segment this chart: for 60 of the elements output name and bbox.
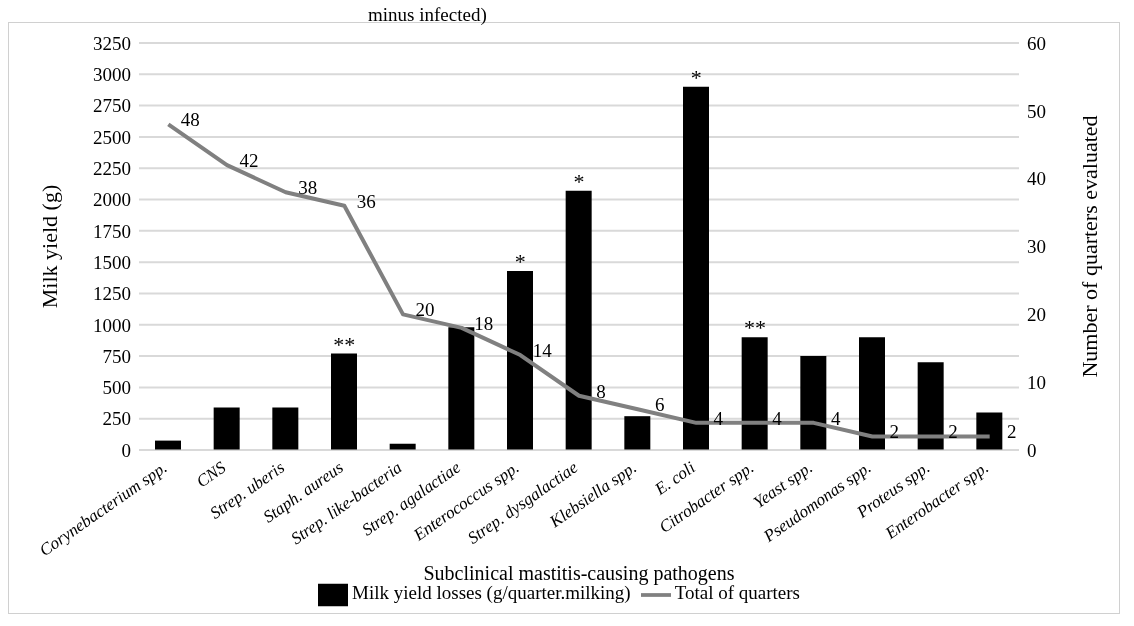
- y2-tick-label: 10: [1027, 371, 1046, 393]
- bar: [213, 407, 240, 450]
- y2-tick-label: 20: [1027, 304, 1046, 326]
- y-tick-label: 250: [102, 408, 131, 430]
- y2-tick-label: 60: [1027, 32, 1046, 54]
- data-label: 4: [713, 407, 724, 429]
- bar: [683, 86, 709, 450]
- data-label: 4: [772, 407, 783, 429]
- bar: [800, 356, 827, 450]
- data-label: 48: [180, 109, 200, 131]
- y2-axis-title: Number of quarters evaluated: [1076, 115, 1102, 378]
- x-axis-title: Subclinical mastitis-causing pathogens: [423, 562, 735, 585]
- y2-tick-label: 50: [1027, 100, 1046, 122]
- y-axis-title: Milk yield (g): [36, 184, 62, 309]
- annotation: *: [690, 64, 702, 90]
- data-label: 36: [356, 190, 376, 212]
- bar: [448, 327, 475, 450]
- data-label: 2: [1006, 421, 1017, 443]
- bar: [565, 190, 592, 450]
- data-label: 2: [948, 421, 958, 443]
- y-tick-label: 3000: [93, 64, 131, 86]
- bar: [741, 337, 768, 450]
- y2-tick-label: 0: [1027, 439, 1037, 461]
- data-label: 6: [654, 394, 665, 416]
- bar: [272, 407, 299, 450]
- y2-tick-label: 40: [1027, 168, 1046, 190]
- y-tick-label: 2750: [93, 95, 131, 117]
- y-tick-label: 750: [102, 345, 131, 367]
- y-tick-label: 2500: [93, 126, 131, 148]
- y-tick-label: 0: [121, 439, 131, 461]
- y-tick-label: 3250: [93, 32, 131, 54]
- data-label: 4: [830, 407, 841, 429]
- bar: [976, 412, 1003, 450]
- annotation: **: [744, 315, 766, 341]
- annotation: *: [514, 248, 526, 274]
- y-tick-label: 1750: [93, 220, 131, 242]
- data-label: 42: [239, 150, 259, 172]
- y2-tick-label: 30: [1027, 236, 1046, 258]
- bar: [917, 362, 944, 450]
- bar: [331, 353, 357, 450]
- data-label: 38: [298, 177, 318, 199]
- y-tick-label: 1250: [93, 283, 131, 305]
- y-tick-label: 1000: [93, 314, 131, 336]
- data-label: 2: [889, 421, 900, 443]
- bar: [507, 270, 533, 450]
- x-tick-label: CNS: [192, 457, 230, 492]
- data-label: 8: [596, 380, 606, 402]
- bar: [859, 337, 885, 450]
- y-tick-label: 500: [102, 377, 131, 399]
- y-tick-label: 2250: [93, 157, 131, 179]
- annotation: *: [573, 168, 585, 194]
- data-label: 18: [474, 312, 494, 334]
- data-label: 20: [415, 299, 435, 321]
- y-tick-label: 1500: [93, 251, 131, 273]
- annotation: **: [333, 331, 356, 357]
- data-label: 14: [532, 340, 553, 362]
- y-tick-label: 2000: [93, 189, 131, 211]
- legend-label: Milk yield losses (g/quarter.milking): [352, 582, 631, 604]
- bar: [624, 416, 651, 450]
- chart-title: minus infected): [367, 4, 488, 25]
